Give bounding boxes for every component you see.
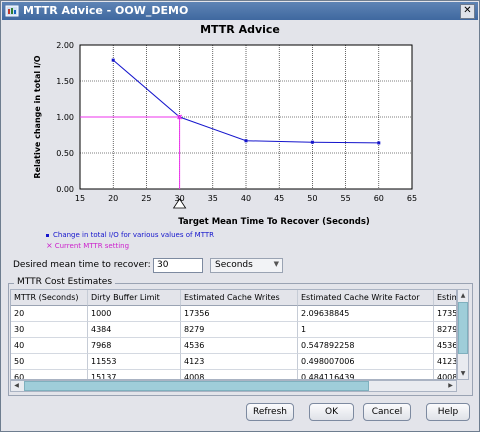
ok-button[interactable]: OK bbox=[309, 403, 354, 421]
table-cell: 4008 bbox=[434, 370, 456, 379]
x-tick-label: 55 bbox=[341, 194, 351, 203]
close-icon: ✕ bbox=[463, 5, 472, 16]
mttr-chart: 15202530354045505560650.000.501.001.502.… bbox=[33, 41, 417, 227]
y-tick-label: 1.00 bbox=[56, 113, 74, 122]
table-cell: 1 bbox=[298, 322, 434, 338]
current-setting-marker bbox=[177, 114, 183, 120]
table-cell: 8279 bbox=[434, 322, 456, 338]
table-cell: 60 bbox=[11, 370, 88, 379]
data-point bbox=[310, 140, 314, 144]
column-header-dirty-buffer-limit[interactable]: Dirty Buffer Limit bbox=[88, 290, 181, 306]
cancel-button[interactable]: Cancel bbox=[363, 403, 411, 421]
scroll-corner bbox=[457, 380, 469, 392]
mttr-slider-handle-icon[interactable] bbox=[172, 198, 187, 209]
horizontal-scrollbar[interactable]: ◀ ▶ bbox=[10, 380, 457, 392]
table-header-row: MTTR (Seconds) Dirty Buffer Limit Estima… bbox=[11, 290, 456, 306]
table-row[interactable]: 30 4384 8279 1 8279 bbox=[11, 322, 456, 338]
vertical-scroll-thumb[interactable] bbox=[458, 302, 468, 354]
desired-mttr-label: Desired mean time to recover: bbox=[13, 260, 151, 270]
scroll-up-icon[interactable]: ▲ bbox=[460, 292, 466, 299]
table-cell: 1735 bbox=[434, 306, 456, 322]
x-tick-label: 40 bbox=[241, 194, 251, 203]
table-cell: 0.484116439 bbox=[298, 370, 434, 379]
legend-item-io-change: Change in total I/O for various values o… bbox=[46, 231, 214, 239]
data-point bbox=[377, 141, 381, 145]
unit-select[interactable]: Seconds ▼ bbox=[210, 258, 283, 273]
table-row[interactable]: 60 15137 4008 0.484116439 4008 bbox=[11, 370, 456, 379]
x-axis-label: Target Mean Time To Recover (Seconds) bbox=[178, 217, 370, 227]
vertical-scrollbar[interactable]: ▲ ▼ bbox=[457, 289, 469, 380]
table-cell: 4536 bbox=[434, 338, 456, 354]
scroll-down-icon[interactable]: ▼ bbox=[460, 370, 466, 377]
x-tick-label: 20 bbox=[108, 194, 118, 203]
close-button[interactable]: ✕ bbox=[460, 4, 475, 19]
table-cell: 50 bbox=[11, 354, 88, 370]
table-cell: 17356 bbox=[181, 306, 298, 322]
table-cell: 0.498007006 bbox=[298, 354, 434, 370]
table-cell: 2.09638845 bbox=[298, 306, 434, 322]
legend-marker-square-icon bbox=[46, 233, 49, 237]
data-point bbox=[111, 58, 115, 62]
y-axis-label: Relative change in total I/O bbox=[33, 55, 42, 178]
x-tick-label: 15 bbox=[75, 194, 85, 203]
table-cell: 4536 bbox=[181, 338, 298, 354]
x-tick-label: 65 bbox=[407, 194, 417, 203]
x-tick-label: 35 bbox=[208, 194, 218, 203]
data-point bbox=[244, 139, 248, 143]
window-title: MTTR Advice - OOW_DEMO bbox=[23, 4, 189, 17]
y-tick-label: 2.00 bbox=[56, 41, 74, 50]
x-tick-label: 60 bbox=[374, 194, 384, 203]
table-row[interactable]: 20 1000 17356 2.09638845 1735 bbox=[11, 306, 456, 322]
y-tick-label: 0.00 bbox=[56, 185, 74, 194]
y-tick-label: 0.50 bbox=[56, 149, 74, 158]
table-cell: 11553 bbox=[88, 354, 181, 370]
legend-marker-x-icon: × bbox=[46, 241, 53, 250]
cost-estimates-group bbox=[8, 283, 473, 396]
chevron-down-icon: ▼ bbox=[273, 260, 279, 268]
legend-item-current-setting: × Current MTTR setting bbox=[46, 241, 129, 250]
legend-label-io-change: Change in total I/O for various values o… bbox=[53, 231, 215, 239]
table-cell: 4384 bbox=[88, 322, 181, 338]
x-tick-label: 25 bbox=[141, 194, 151, 203]
column-header-estim[interactable]: Estim bbox=[434, 290, 456, 306]
app-icon bbox=[5, 5, 19, 17]
refresh-button[interactable]: Refresh bbox=[246, 403, 294, 421]
column-header-cache-write-factor[interactable]: Estimated Cache Write Factor bbox=[298, 290, 434, 306]
title-bar[interactable]: MTTR Advice - OOW_DEMO ✕ bbox=[2, 2, 478, 20]
desired-mttr-input[interactable]: 30 bbox=[153, 258, 203, 273]
table-cell: 40 bbox=[11, 338, 88, 354]
table-cell: 8279 bbox=[181, 322, 298, 338]
cost-estimates-table: MTTR (Seconds) Dirty Buffer Limit Estima… bbox=[10, 289, 457, 380]
table-cell: 7968 bbox=[88, 338, 181, 354]
scroll-right-icon[interactable]: ▶ bbox=[448, 382, 453, 389]
table-cell: 4008 bbox=[181, 370, 298, 379]
table-cell: 1000 bbox=[88, 306, 181, 322]
table-cell: 30 bbox=[11, 322, 88, 338]
table-cell: 4123 bbox=[434, 354, 456, 370]
x-tick-label: 45 bbox=[274, 194, 284, 203]
table-row[interactable]: 50 11553 4123 0.498007006 4123 bbox=[11, 354, 456, 370]
legend-label-current-setting: Current MTTR setting bbox=[54, 242, 130, 250]
cost-estimates-label: MTTR Cost Estimates bbox=[14, 277, 116, 287]
y-tick-label: 1.50 bbox=[56, 77, 74, 86]
scroll-left-icon[interactable]: ◀ bbox=[14, 382, 19, 389]
unit-select-value: Seconds bbox=[215, 260, 253, 270]
column-header-cache-writes[interactable]: Estimated Cache Writes bbox=[181, 290, 298, 306]
table-cell: 15137 bbox=[88, 370, 181, 379]
chart-title: MTTR Advice bbox=[200, 23, 280, 36]
help-button[interactable]: Help bbox=[426, 403, 470, 421]
horizontal-scroll-thumb[interactable] bbox=[24, 381, 369, 391]
table-row[interactable]: 40 7968 4536 0.547892258 4536 bbox=[11, 338, 456, 354]
table-cell: 4123 bbox=[181, 354, 298, 370]
table-cell: 20 bbox=[11, 306, 88, 322]
column-header-mttr[interactable]: MTTR (Seconds) bbox=[11, 290, 88, 306]
x-tick-label: 50 bbox=[307, 194, 317, 203]
table-cell: 0.547892258 bbox=[298, 338, 434, 354]
